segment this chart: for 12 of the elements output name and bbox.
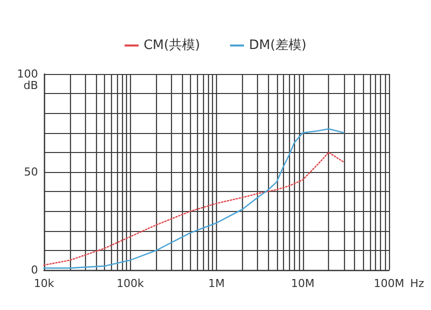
legend-label: CM(共模) [144,38,200,53]
legend-label: DM(差模) [249,38,306,53]
y-tick-label: 0 [31,264,38,276]
x-tick-label: 10M [291,277,314,290]
x-axis-title: Hz [410,277,424,290]
y-axis-title: dB [23,79,38,92]
y-tick-label: 50 [24,166,38,178]
x-tick-label: 10k [34,277,55,290]
x-tick-label: 1M [208,277,225,290]
x-tick-label: 100M [374,277,404,290]
x-tick-label: 100k [116,277,145,290]
y-tick-label: 100 [17,68,38,80]
